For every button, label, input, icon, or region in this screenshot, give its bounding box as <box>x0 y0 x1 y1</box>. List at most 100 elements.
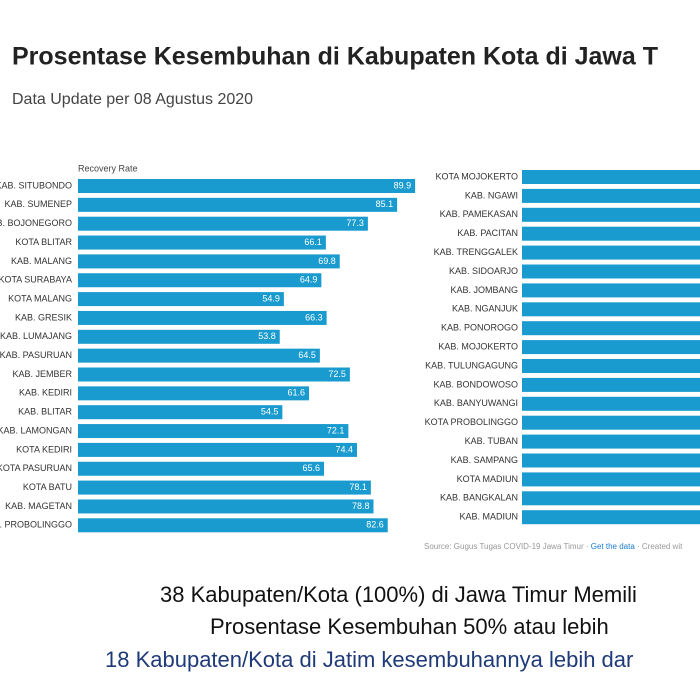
y-tick-label: KAB. PACITAN <box>457 228 518 238</box>
bar <box>522 491 700 506</box>
bar <box>522 302 700 317</box>
data-label: 65.6 <box>302 463 320 473</box>
data-label: 72.1 <box>327 425 345 435</box>
data-label: 53.8 <box>258 331 276 341</box>
data-label: 78.1 <box>349 482 367 492</box>
data-label: 54.9 <box>262 293 280 303</box>
bar <box>78 329 280 344</box>
y-tick-label: KAB. SUMENEP <box>4 199 72 209</box>
y-tick-label: KAB. LAMONGAN <box>0 425 72 435</box>
y-tick-label: KAB. MADIUN <box>459 512 518 522</box>
y-tick-label: KAB. SITUBONDO <box>0 180 72 190</box>
data-label: 89.9 <box>394 180 412 190</box>
bar <box>522 226 700 241</box>
bar <box>78 386 309 401</box>
y-tick-label: KAB. KEDIRI <box>19 388 72 398</box>
y-tick-label: KOTA MOJOKERTO <box>435 171 518 181</box>
data-label: 69.8 <box>318 256 336 266</box>
bar <box>522 377 700 392</box>
caption-line: Prosentase Kesembuhan 50% atau lebih <box>210 614 609 639</box>
data-label: 66.1 <box>304 237 322 247</box>
bar <box>522 207 700 222</box>
y-tick-label: KOTA KEDIRI <box>16 444 72 454</box>
y-tick-label: KAB. MALANG <box>11 256 72 266</box>
bar <box>78 480 371 495</box>
data-label: 72.5 <box>328 369 346 379</box>
bar <box>522 510 700 525</box>
y-tick-label: KOTA MALANG <box>8 293 72 303</box>
bar <box>522 415 700 430</box>
data-label: 54.5 <box>261 407 279 417</box>
bar <box>78 273 322 288</box>
y-tick-label: KOTA PROBOLINGGO <box>425 417 518 427</box>
y-tick-label: KAB. PROBOLINGGO <box>0 520 72 530</box>
bar <box>522 340 700 355</box>
bar <box>522 396 700 411</box>
data-label: 78.8 <box>352 501 370 511</box>
y-tick-label: KAB. BOJONEGORO <box>0 218 72 228</box>
bar <box>78 348 320 363</box>
bar <box>522 245 700 260</box>
bar <box>522 359 700 373</box>
source-link[interactable]: Get the data <box>591 542 636 551</box>
bar <box>522 472 700 487</box>
bar <box>78 424 349 439</box>
data-label: 64.9 <box>300 275 318 285</box>
y-tick-label: KAB. BANYUWANGI <box>434 398 518 408</box>
bar <box>78 442 357 457</box>
y-tick-label: KAB. BANGKALAN <box>440 493 518 503</box>
y-tick-label: KAB. PONOROGO <box>441 323 518 333</box>
bar <box>522 321 700 336</box>
data-label: 74.4 <box>335 444 353 454</box>
source-text: Source: Gugus Tugas COVID-19 Jawa Timur … <box>424 542 591 551</box>
y-tick-label: KAB. TULUNGAGUNG <box>425 360 518 370</box>
bar <box>522 453 700 468</box>
y-tick-label: KAB. PAMEKASAN <box>440 209 518 219</box>
y-tick-label: KAB. GRESIK <box>15 312 72 322</box>
bar <box>78 518 388 533</box>
bar <box>78 292 284 307</box>
bar <box>522 264 700 279</box>
bar <box>78 235 326 250</box>
y-tick-label: KAB. NGAWI <box>465 190 518 200</box>
bar <box>522 283 700 298</box>
bar <box>522 434 700 449</box>
y-tick-label: KAB. JEMBER <box>12 369 72 379</box>
caption-line: 18 Kabupaten/Kota di Jatim kesembuhannya… <box>105 647 633 672</box>
bar <box>522 188 700 203</box>
y-tick-label: KAB. BONDOWOSO <box>433 379 518 389</box>
caption-line: 38 Kabupaten/Kota (100%) di Jawa Timur M… <box>160 582 637 607</box>
data-label: 66.3 <box>305 312 323 322</box>
chart-subtitle: Data Update per 08 Agustus 2020 <box>12 91 253 108</box>
y-tick-label: KAB. LUMAJANG <box>0 331 72 341</box>
data-label: 82.6 <box>366 520 384 530</box>
y-tick-label: KAB. SAMPANG <box>451 455 518 465</box>
y-tick-label: KAB. NGANJUK <box>452 304 518 314</box>
y-tick-label: KAB. PASURUAN <box>0 350 72 360</box>
bar <box>78 254 340 269</box>
chart-title: Prosentase Kesembuhan di Kabupaten Kota … <box>12 43 658 71</box>
source-tail: · Created wit <box>635 542 683 551</box>
y-tick-label: KOTA SURABAYA <box>0 275 72 285</box>
y-tick-label: KAB. BLITAR <box>18 407 72 417</box>
bar <box>78 216 368 231</box>
y-tick-label: KAB. SIDOARJO <box>449 266 518 276</box>
data-label: 61.6 <box>287 388 305 398</box>
bar <box>78 179 416 193</box>
axis-label: Recovery Rate <box>78 163 138 173</box>
y-tick-label: KAB. MOJOKERTO <box>438 341 518 351</box>
data-label: 64.5 <box>298 350 316 360</box>
y-tick-label: KOTA BLITAR <box>15 237 72 247</box>
bar <box>78 499 374 514</box>
bar <box>78 461 324 476</box>
bar <box>78 367 350 382</box>
bar <box>78 405 283 420</box>
bar <box>522 170 700 184</box>
y-tick-label: KAB. MAGETAN <box>5 501 72 511</box>
bar <box>78 310 327 325</box>
source: Source: Gugus Tugas COVID-19 Jawa Timur … <box>424 542 683 551</box>
y-tick-label: KOTA BATU <box>23 482 72 492</box>
y-tick-label: KOTA MADIUN <box>457 474 518 484</box>
